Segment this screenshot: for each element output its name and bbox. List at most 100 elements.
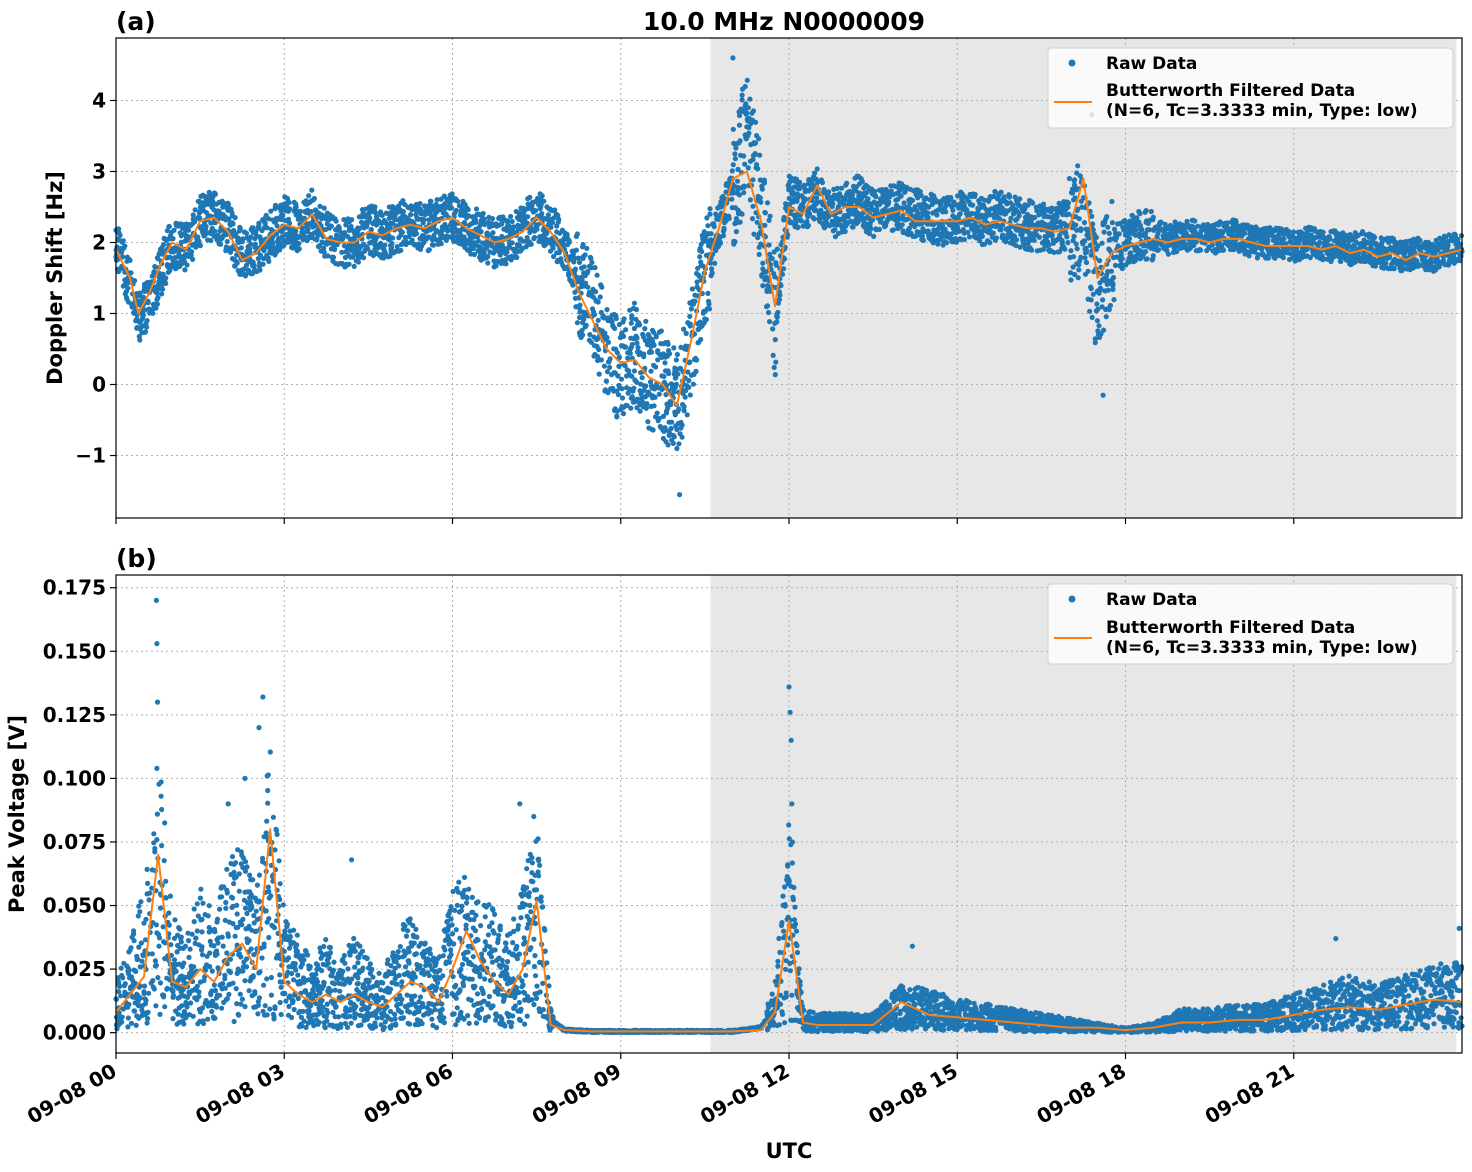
panel-a-raw-point <box>645 419 651 425</box>
panel-a-raw-point <box>769 256 775 262</box>
panel-a-raw-point <box>653 364 659 370</box>
panel-a-raw-point <box>750 177 756 183</box>
panel-a-raw-point <box>673 381 680 387</box>
panel-a-raw-point <box>737 138 743 144</box>
panel-a-raw-point <box>950 207 956 213</box>
panel-a-raw-point <box>619 386 625 392</box>
panel-a-raw-point <box>1088 286 1094 292</box>
panel-a-raw-point <box>144 318 150 324</box>
panel-a-raw-point <box>631 385 637 391</box>
panel-a-raw-point <box>221 200 227 207</box>
panel-a-raw-point <box>1096 258 1103 264</box>
panel-a-raw-point <box>648 368 654 374</box>
panel-a-raw-point <box>707 206 713 212</box>
panel-a-raw-point <box>736 112 743 119</box>
panel-a-raw-point <box>237 226 243 232</box>
panel-a-raw-point <box>333 218 339 224</box>
panel-a-raw-point <box>170 236 176 242</box>
panel-a-raw-point <box>615 392 622 398</box>
panel-a-raw-point <box>430 242 437 248</box>
panel-a-raw-point <box>1073 222 1079 228</box>
panel-a-raw-point <box>998 189 1004 195</box>
panel-a-raw-point <box>987 240 993 246</box>
panel-a-raw-point <box>1383 260 1389 266</box>
panel-a-raw-point <box>686 384 692 390</box>
panel-a-raw-point <box>154 290 160 296</box>
panel-a-raw-point <box>628 405 634 411</box>
panel-a-raw-point <box>671 434 677 440</box>
panel-a-raw-point <box>417 201 423 207</box>
panel-a-raw-point <box>1265 236 1271 242</box>
panel-a-raw-point <box>706 306 713 312</box>
panel-a-raw-point <box>918 193 924 199</box>
panel-a-raw-point <box>556 216 562 222</box>
panel-a-raw-point <box>661 373 667 380</box>
panel-a-raw-point <box>832 227 838 233</box>
panel-a-raw-point <box>528 241 534 247</box>
panel-a-raw-point <box>631 368 638 374</box>
panel-a-raw-point <box>653 334 659 340</box>
panel-a-raw-point <box>772 372 778 378</box>
panel-a-raw-point <box>931 221 937 227</box>
panel-a-raw-point <box>1068 277 1074 283</box>
panel-a-raw-point <box>1155 247 1162 253</box>
panel-a-raw-point <box>797 179 803 185</box>
panel-a-raw-point <box>603 378 610 384</box>
panel-a-raw-point <box>679 434 685 440</box>
panel-a-raw-point <box>1150 253 1156 259</box>
panel-a-raw-point <box>485 253 491 260</box>
panel-a-raw-point <box>596 346 602 353</box>
panel-a-raw-point <box>729 196 735 202</box>
panel-a-raw-point <box>449 205 455 211</box>
panel-a-raw-point <box>698 336 704 343</box>
panel-a-raw-point <box>814 166 820 172</box>
panel-a-raw-point <box>550 245 556 251</box>
panel-a-raw-point <box>1017 196 1023 202</box>
panel-a-raw-point <box>1105 224 1111 230</box>
panel-a-raw-point <box>1036 234 1042 240</box>
panel-a-raw-point <box>650 427 656 433</box>
panel-a-raw-point <box>252 241 258 247</box>
panel-a-raw-point <box>703 316 710 323</box>
panel-a-raw-point <box>814 195 820 201</box>
panel-a-raw-point <box>1075 275 1081 281</box>
panel-a-raw-point <box>306 193 312 199</box>
panel-a-raw-point <box>699 248 705 255</box>
panel-a-raw-point <box>681 404 687 410</box>
panel-a-raw-point <box>248 234 254 240</box>
panel-a-raw-point <box>182 267 188 273</box>
figure-title: 10.0 MHz N0000009 <box>643 7 925 36</box>
panel-a-raw-point <box>767 319 773 325</box>
panel-a-raw-point <box>332 246 338 253</box>
panel-a-raw-point <box>372 204 378 210</box>
panel-a-raw-point <box>739 211 745 217</box>
panel-a-raw-point <box>192 219 198 225</box>
panel-a-raw-point <box>247 249 253 256</box>
panel-a-raw-point <box>594 272 600 278</box>
panel-a-raw-point <box>805 222 812 229</box>
panel-a-raw-point <box>598 357 604 363</box>
panel-a-raw-point <box>238 245 244 251</box>
panel-a-raw-point <box>1150 214 1156 220</box>
panel-a-raw-point <box>1030 200 1036 206</box>
panel-a-raw-point <box>481 250 487 256</box>
panel-a-raw-point <box>178 239 184 245</box>
panel-a-raw-point <box>1085 268 1091 274</box>
panel-a-raw-point <box>224 238 230 245</box>
panel-a-raw-point <box>1075 163 1081 169</box>
panel-a-raw-point <box>160 271 166 277</box>
panel-a-raw-point <box>150 310 156 316</box>
panel-a-raw-point <box>1029 247 1035 253</box>
panel-a-raw-point <box>504 249 510 255</box>
panel-a-raw-point <box>760 260 766 266</box>
panel-a-raw-point <box>781 266 787 272</box>
panel-a-raw-point <box>948 195 954 201</box>
panel-a-raw-point <box>163 275 169 281</box>
panel-a-raw-point <box>1071 233 1077 239</box>
panel-a-raw-point <box>625 355 631 361</box>
panel-a-raw-point <box>575 255 582 261</box>
panel-a-raw-point <box>683 330 689 337</box>
panel-a-raw-point <box>944 240 950 246</box>
panel-a-raw-point <box>596 371 602 377</box>
panel-a-raw-point <box>670 440 676 446</box>
